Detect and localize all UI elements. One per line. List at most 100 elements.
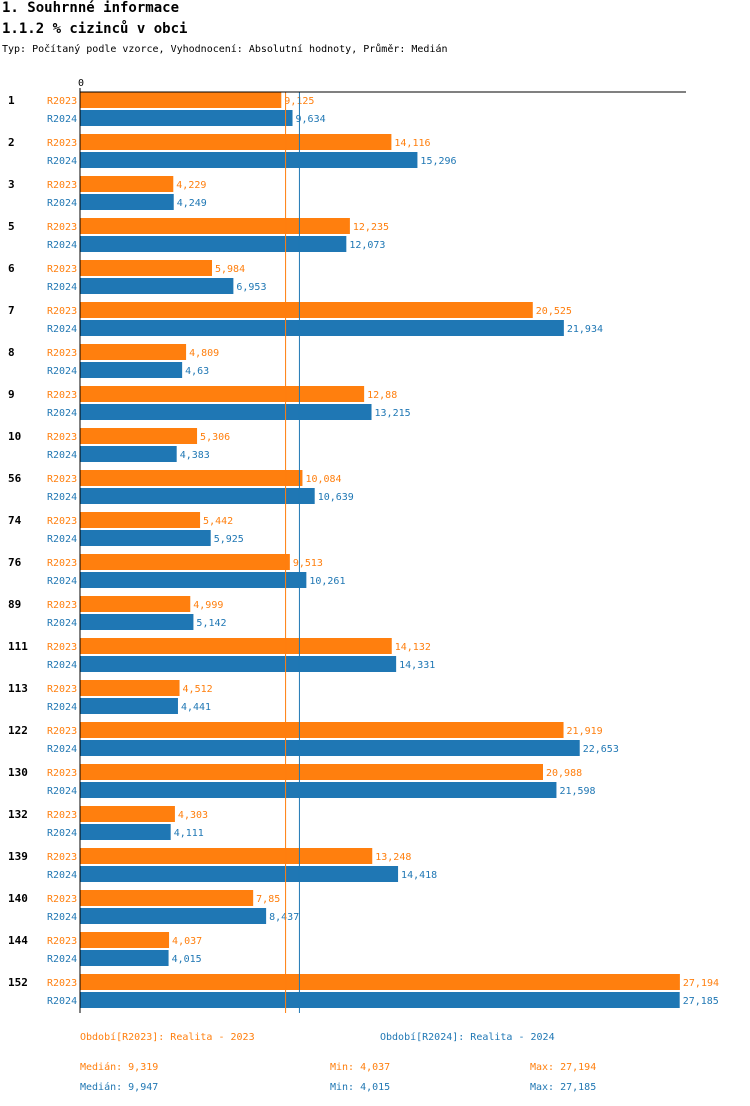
data-label: 5,984 [215, 264, 245, 275]
bar [80, 806, 175, 822]
median-r2023: Medián: 9,319 [80, 1062, 159, 1073]
series-label: R2024 [47, 240, 77, 251]
data-label: 4,037 [172, 936, 202, 947]
bar [80, 404, 372, 420]
axis-zero-label: 0 [78, 78, 84, 89]
bar [80, 152, 418, 168]
series-label: R2023 [47, 180, 77, 191]
category-label: 5 [8, 220, 15, 233]
bar [80, 740, 580, 756]
data-label: 21,934 [567, 324, 603, 335]
bar [80, 866, 399, 882]
series-label: R2024 [47, 324, 77, 335]
data-label: 13,248 [375, 852, 411, 863]
bar [80, 302, 533, 318]
category-label: 76 [8, 556, 22, 569]
bar [80, 110, 293, 126]
data-label: 9,513 [293, 558, 323, 569]
category-label: 10 [8, 430, 21, 443]
data-label: 13,215 [375, 408, 411, 419]
series-label: R2023 [47, 264, 77, 275]
series-label: R2024 [47, 156, 77, 167]
series-label: R2023 [47, 894, 77, 905]
series-label: R2024 [47, 786, 77, 797]
series-label: R2023 [47, 978, 77, 989]
data-label: 27,185 [683, 996, 719, 1007]
bar [80, 722, 564, 738]
series-label: R2024 [47, 366, 77, 377]
data-label: 4,229 [176, 180, 206, 191]
series-label: R2024 [47, 870, 77, 881]
bar [80, 698, 178, 714]
data-label: 5,925 [214, 534, 244, 545]
category-label: 122 [8, 724, 28, 737]
data-label: 5,142 [196, 618, 226, 629]
category-label: 1 [8, 94, 15, 107]
bar [80, 320, 564, 336]
data-label: 4,015 [172, 954, 202, 965]
series-label: R2023 [47, 936, 77, 947]
series-label: R2023 [47, 516, 77, 527]
bar [80, 344, 187, 360]
bar [80, 446, 177, 462]
bar [80, 656, 397, 672]
series-label: R2023 [47, 390, 77, 401]
data-label: 7,85 [256, 894, 280, 905]
series-label: R2024 [47, 492, 77, 503]
series-label: R2024 [47, 702, 77, 713]
data-label: 20,525 [536, 306, 572, 317]
series-label: R2023 [47, 222, 77, 233]
series-label: R2023 [47, 96, 77, 107]
series-label: R2023 [47, 642, 77, 653]
data-label: 4,512 [183, 684, 213, 695]
bar [80, 92, 282, 108]
bar [80, 572, 307, 588]
series-label: R2024 [47, 114, 77, 125]
legend-r2023: Období[R2023]: Realita - 2023 [80, 1032, 255, 1043]
bar [80, 386, 365, 402]
category-label: 152 [8, 976, 28, 989]
category-label: 2 [8, 136, 15, 149]
series-label: R2024 [47, 660, 77, 671]
series-label: R2023 [47, 138, 77, 149]
series-label: R2024 [47, 912, 77, 923]
series-label: R2024 [47, 282, 77, 293]
series-label: R2024 [47, 408, 77, 419]
series-label: R2023 [47, 600, 77, 611]
category-label: 3 [8, 178, 15, 191]
series-label: R2023 [47, 810, 77, 821]
data-label: 14,116 [394, 138, 430, 149]
bar [80, 278, 234, 294]
series-label: R2023 [47, 684, 77, 695]
data-label: 14,132 [395, 642, 431, 653]
category-label: 132 [8, 808, 28, 821]
bar [80, 488, 315, 504]
series-label: R2024 [47, 954, 77, 965]
category-label: 56 [8, 472, 22, 485]
series-label: R2023 [47, 348, 77, 359]
max-r2024: Max: 27,185 [530, 1082, 597, 1093]
bar [80, 236, 347, 252]
data-label: 4,441 [181, 702, 211, 713]
data-label: 6,953 [236, 282, 266, 293]
series-label: R2024 [47, 450, 77, 461]
series-label: R2023 [47, 306, 77, 317]
bar [80, 950, 169, 966]
bar [80, 428, 198, 444]
series-label: R2023 [47, 432, 77, 443]
data-label: 10,084 [305, 474, 341, 485]
data-label: 21,919 [567, 726, 603, 737]
page-title: 1. Souhrnné informace [2, 0, 180, 16]
bar [80, 194, 174, 210]
bar [80, 260, 213, 276]
bar [80, 638, 392, 654]
min-r2023: Min: 4,037 [330, 1062, 391, 1073]
category-label: 113 [8, 682, 28, 695]
data-label: 10,261 [309, 576, 345, 587]
series-label: R2023 [47, 852, 77, 863]
series-label: R2024 [47, 618, 77, 629]
bar [80, 596, 191, 612]
bar [80, 782, 557, 798]
bar [80, 362, 183, 378]
